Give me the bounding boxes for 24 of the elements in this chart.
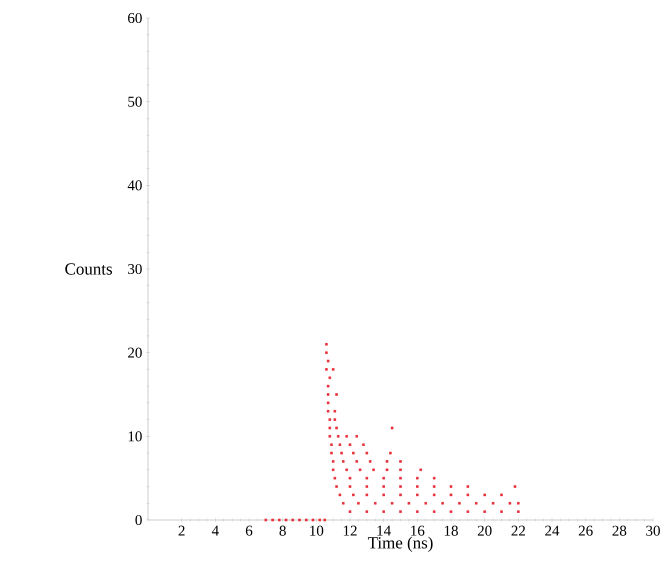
x-tick-label: 16 — [411, 526, 424, 536]
y-tick-label: 0 — [135, 514, 142, 526]
x-tick-label: 6 — [246, 526, 252, 536]
x-tick-label: 24 — [545, 526, 560, 536]
x-tick-label: 22 — [512, 526, 525, 536]
x-axis-title: Time (ns) — [368, 536, 433, 552]
y-tick-label: 60 — [128, 12, 142, 24]
y-axis-title: Counts — [65, 263, 112, 275]
x-tick-label: 28 — [612, 526, 626, 536]
x-tick-label: 4 — [212, 526, 219, 536]
x-tick-label: 26 — [578, 526, 593, 536]
x-tick-label: 8 — [279, 526, 286, 536]
x-tick-label: 12 — [344, 526, 357, 536]
y-tick-label: 10 — [128, 431, 142, 442]
x-tick-label: 14 — [378, 526, 391, 536]
x-tick-label: 20 — [478, 526, 492, 536]
x-tick-label: 30 — [646, 526, 660, 536]
y-tick-label: 40 — [128, 180, 142, 190]
x-tick-label: 18 — [444, 526, 458, 536]
y-tick-label: 30 — [128, 264, 142, 274]
x-tick-label: 2 — [178, 526, 185, 536]
x-tick-label: 10 — [310, 526, 324, 536]
y-tick-label: 20 — [128, 348, 142, 358]
y-tick-label: 50 — [128, 96, 142, 107]
